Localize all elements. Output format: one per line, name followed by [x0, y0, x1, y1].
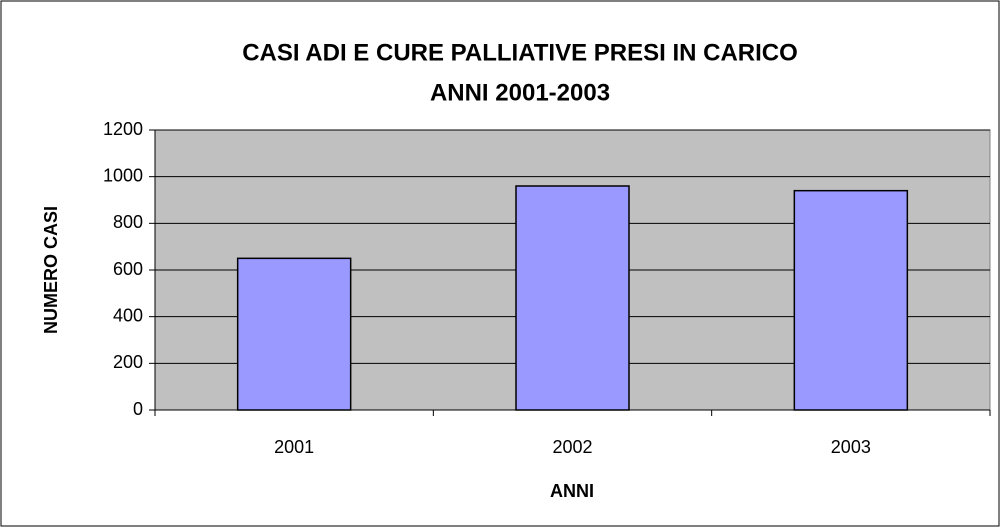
y-tick-label: 800 [113, 212, 143, 232]
y-tick-label: 200 [113, 352, 143, 372]
chart-title: ANNI 2001-2003 [430, 79, 610, 106]
bar [236, 257, 352, 411]
y-tick-label: 0 [133, 399, 143, 419]
y-tick-label: 600 [113, 259, 143, 279]
y-tick-label: 1000 [103, 165, 143, 185]
x-tick-label: 2002 [552, 437, 592, 457]
bar [515, 185, 630, 411]
y-tick-label: 1200 [103, 119, 143, 139]
chart-title: CASI ADI E CURE PALLIATIVE PRESI IN CARI… [242, 39, 798, 66]
bar [793, 189, 909, 411]
y-tick-label: 400 [113, 305, 143, 325]
x-tick-label: 2003 [831, 437, 871, 457]
y-axis-label: NUMERO CASI [41, 206, 61, 334]
x-axis-label: ANNI [550, 481, 594, 501]
x-tick-label: 2001 [274, 437, 314, 457]
